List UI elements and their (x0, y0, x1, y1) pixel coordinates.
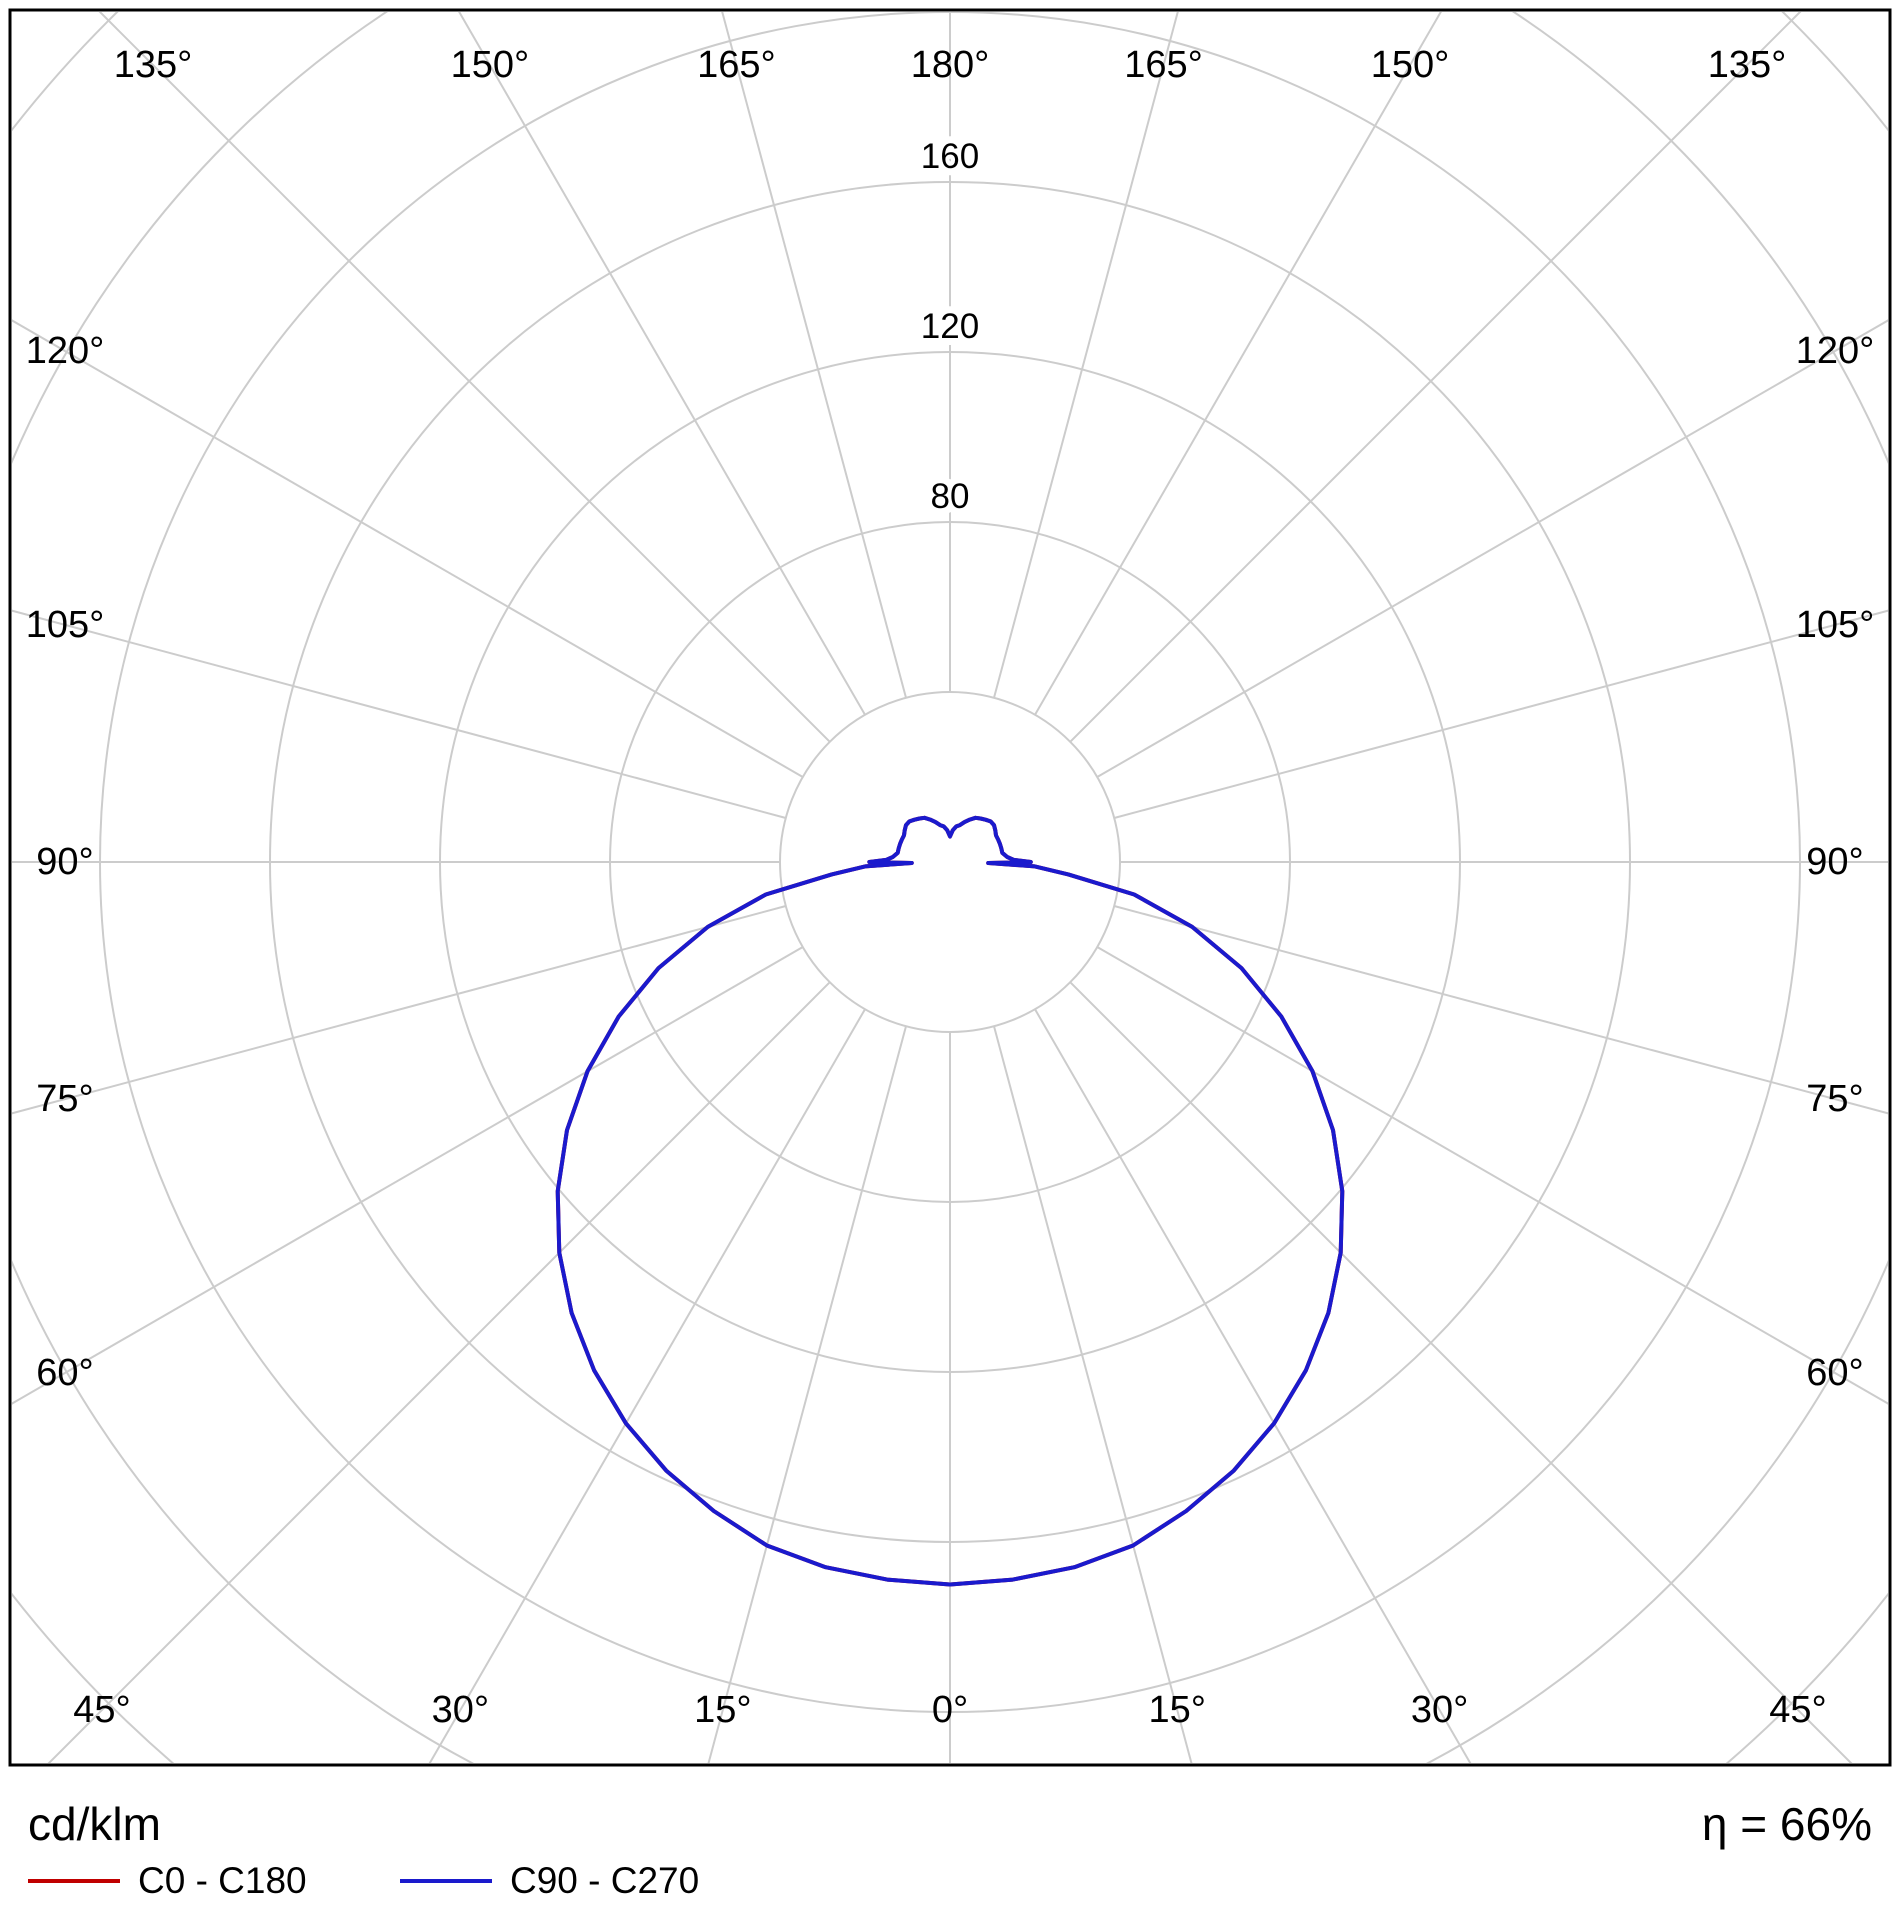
angle-label: 45° (1769, 1689, 1826, 1731)
angle-label: 120° (26, 330, 105, 372)
legend-label-c0: C0 - C180 (138, 1860, 307, 1900)
angle-label: 165° (1124, 44, 1203, 86)
series-curve (555, 815, 1345, 1587)
grid-spoke (1034, 1008, 1472, 1763)
angle-label: 105° (1796, 604, 1875, 646)
angle-label: 90° (1806, 841, 1863, 883)
grid-spoke (428, 1008, 866, 1763)
angle-label: 135° (114, 44, 193, 86)
angle-label: 15° (694, 1689, 751, 1731)
angle-label: 75° (1806, 1078, 1863, 1120)
angle-label: 0° (932, 1689, 968, 1731)
angle-label: 180° (911, 44, 990, 86)
grid-spoke (12, 946, 804, 1405)
angle-label: 90° (36, 841, 93, 883)
angle-label: 135° (1708, 44, 1787, 86)
grid-spoke (12, 319, 804, 778)
grid-spoke (1069, 12, 1802, 743)
angle-label: 120° (1796, 330, 1875, 372)
grid-spoke (993, 1025, 1193, 1763)
grid-spoke (707, 1025, 907, 1763)
grid-spoke (1034, 12, 1442, 716)
angle-label: 15° (1148, 1689, 1205, 1731)
angle-label: 105° (26, 604, 105, 646)
grid-spoke (1113, 609, 1888, 819)
angle-label: 165° (697, 44, 776, 86)
grid-spoke (1096, 319, 1888, 778)
efficiency-label: η = 66% (1702, 1798, 1872, 1850)
grid-spoke (12, 609, 787, 819)
angle-label: 150° (451, 44, 530, 86)
angle-label: 30° (1411, 1689, 1468, 1731)
angle-label: 45° (73, 1689, 130, 1731)
units-label: cd/klm (28, 1798, 161, 1850)
grid-spoke (98, 12, 831, 743)
ring-label: 80 (931, 477, 970, 516)
grid-spoke (1069, 981, 1853, 1763)
grid-spoke (993, 12, 1179, 699)
legend: C0 - C180 C90 - C270 (28, 1860, 699, 1901)
intensity-curves (555, 815, 1345, 1587)
ring-label: 120 (921, 307, 979, 346)
angle-label: 60° (36, 1352, 93, 1394)
ring-label: 160 (921, 137, 979, 176)
angle-label: 60° (1806, 1352, 1863, 1394)
grid-spoke (458, 12, 866, 716)
axis-labels: 0° 15° 15° 30° 30° 45° 45° 60° 60° 75° 75° 90° 90° 10… (26, 44, 1875, 1731)
grid-spoke (1096, 946, 1888, 1405)
grid-spoke (12, 905, 787, 1115)
angle-label: 30° (432, 1689, 489, 1731)
grid-spoke (47, 981, 831, 1763)
grid-spoke (721, 12, 907, 699)
grid-spoke (1113, 905, 1888, 1115)
angle-label: 75° (36, 1078, 93, 1120)
legend-label-c90: C90 - C270 (510, 1860, 699, 1900)
angle-label: 150° (1371, 44, 1450, 86)
